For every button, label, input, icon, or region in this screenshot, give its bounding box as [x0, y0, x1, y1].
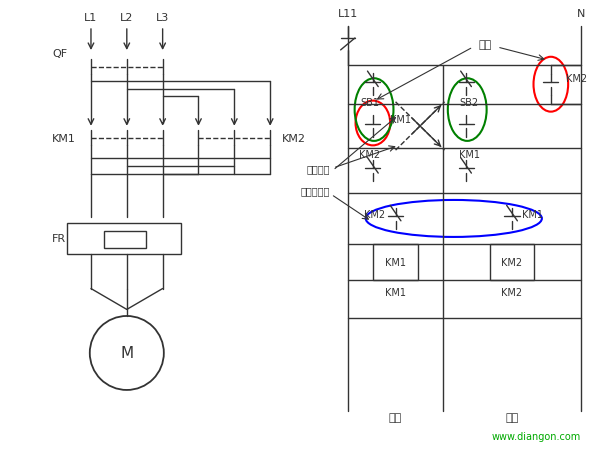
Text: 自锁: 自锁 — [479, 40, 492, 50]
Text: KM1: KM1 — [389, 115, 410, 124]
Text: KM2: KM2 — [359, 150, 380, 160]
Text: KM1: KM1 — [523, 209, 544, 219]
Text: QF: QF — [52, 49, 67, 59]
Bar — [67, 223, 181, 254]
Text: 正转: 正转 — [389, 412, 402, 422]
Bar — [490, 244, 535, 280]
Text: KM1: KM1 — [458, 150, 479, 160]
Text: KM2: KM2 — [364, 209, 385, 219]
Text: SB2: SB2 — [460, 98, 479, 108]
Text: FR: FR — [52, 233, 66, 243]
Text: KM2: KM2 — [502, 287, 523, 297]
Bar — [104, 232, 146, 249]
Text: M: M — [120, 346, 133, 361]
Text: KM1: KM1 — [385, 257, 406, 267]
Text: KM2: KM2 — [502, 257, 523, 267]
Text: SB1: SB1 — [361, 98, 379, 108]
Text: 接触器互锁: 接触器互锁 — [301, 186, 330, 196]
Text: KM1: KM1 — [385, 287, 406, 297]
Text: 反转: 反转 — [505, 412, 518, 422]
Text: KM2: KM2 — [566, 74, 587, 83]
Text: 按钮互锁: 按钮互锁 — [307, 164, 330, 174]
Text: KM1: KM1 — [52, 134, 76, 144]
Text: KM2: KM2 — [282, 134, 306, 144]
Text: L2: L2 — [120, 13, 133, 23]
Text: L11: L11 — [338, 9, 358, 19]
Bar — [373, 244, 418, 280]
Text: www.diangon.com: www.diangon.com — [491, 432, 581, 442]
Text: L1: L1 — [85, 13, 98, 23]
Text: L3: L3 — [156, 13, 169, 23]
Text: N: N — [577, 9, 585, 19]
